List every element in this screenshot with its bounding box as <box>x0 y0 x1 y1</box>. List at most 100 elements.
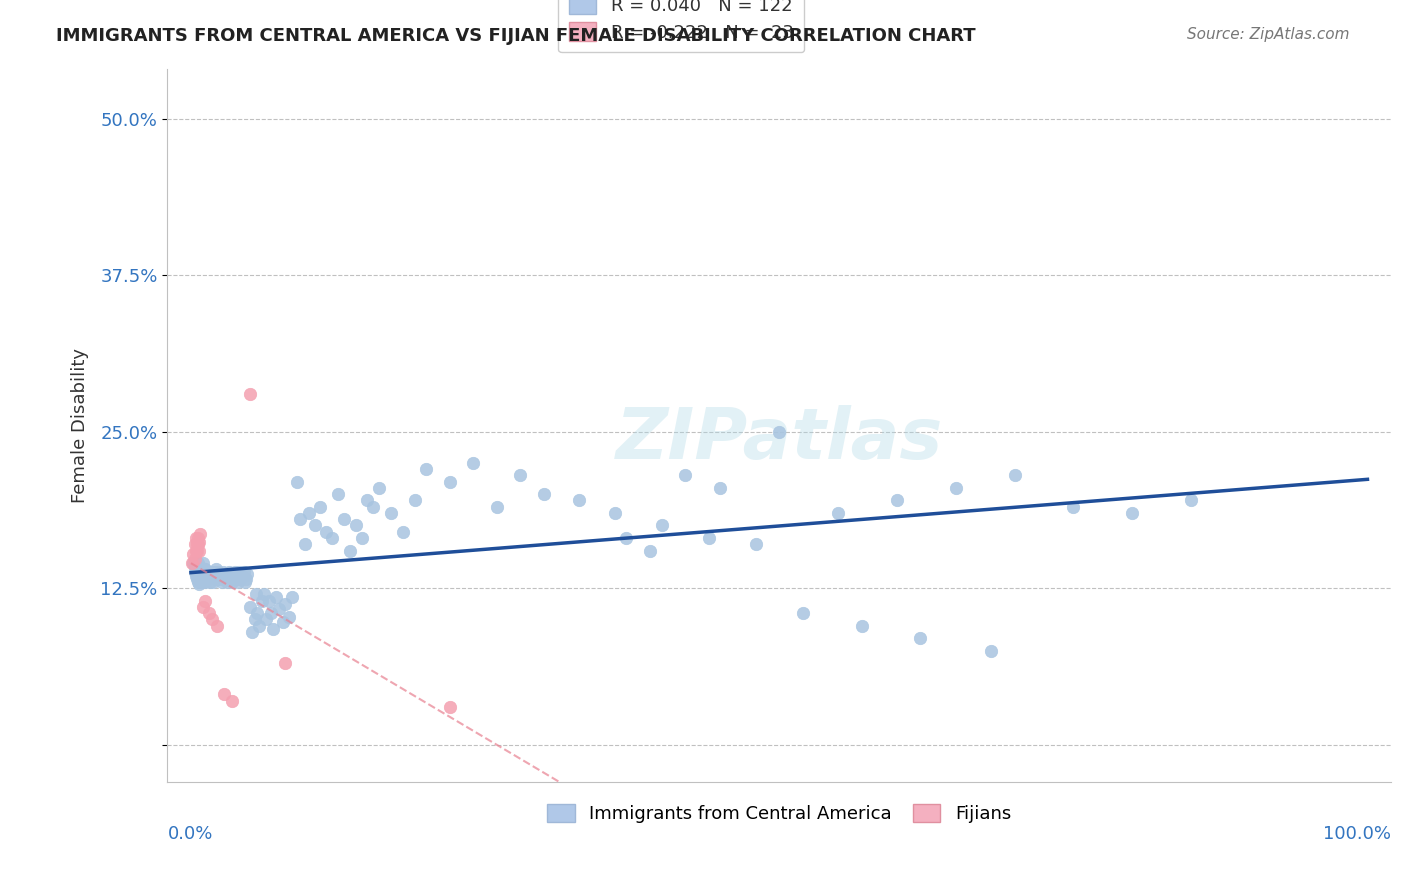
Point <box>333 512 356 526</box>
Point <box>184 531 207 545</box>
Point <box>187 531 209 545</box>
Point <box>205 618 228 632</box>
Point <box>194 574 217 589</box>
Point <box>827 506 849 520</box>
Point <box>197 568 219 582</box>
Point <box>198 574 221 589</box>
Point <box>197 565 219 579</box>
Point <box>190 527 212 541</box>
Text: IMMIGRANTS FROM CENTRAL AMERICA VS FIJIAN FEMALE DISABILITY CORRELATION CHART: IMMIGRANTS FROM CENTRAL AMERICA VS FIJIA… <box>56 27 976 45</box>
Point <box>186 572 208 586</box>
Point <box>250 593 273 607</box>
Point <box>1180 493 1202 508</box>
Point <box>271 615 294 629</box>
Point <box>274 656 297 670</box>
Point <box>191 572 214 586</box>
Point <box>239 387 262 401</box>
Legend: Immigrants from Central America, Fijians: Immigrants from Central America, Fijians <box>540 797 1018 830</box>
Point <box>215 567 238 582</box>
Point <box>294 537 316 551</box>
Point <box>274 598 297 612</box>
Point <box>205 572 228 586</box>
Point <box>204 565 226 579</box>
Text: 0.0%: 0.0% <box>167 825 212 843</box>
Point <box>509 468 531 483</box>
Point <box>792 606 814 620</box>
Point <box>221 574 243 589</box>
Point <box>204 562 226 576</box>
Point <box>243 612 266 626</box>
Point <box>350 531 373 545</box>
Point <box>233 574 256 589</box>
Point <box>217 574 239 589</box>
Point <box>253 587 276 601</box>
Point <box>257 593 280 607</box>
Point <box>229 572 252 586</box>
Point <box>200 565 222 579</box>
Point <box>221 694 243 708</box>
Point <box>281 590 304 604</box>
Point <box>193 567 215 582</box>
Point <box>184 568 207 582</box>
Point <box>1121 506 1143 520</box>
Point <box>886 493 908 508</box>
Point <box>463 456 485 470</box>
Point <box>208 572 231 586</box>
Point <box>187 537 209 551</box>
Point <box>247 618 270 632</box>
Point <box>183 556 205 570</box>
Point <box>260 606 283 620</box>
Point <box>277 610 299 624</box>
Point <box>269 602 291 616</box>
Point <box>240 624 263 639</box>
Point <box>191 599 214 614</box>
Point <box>188 543 211 558</box>
Text: Source: ZipAtlas.com: Source: ZipAtlas.com <box>1187 27 1350 42</box>
Point <box>201 568 224 582</box>
Point <box>235 572 257 586</box>
Point <box>183 559 205 574</box>
Point <box>326 487 349 501</box>
Point <box>219 568 242 582</box>
Point <box>186 562 208 576</box>
Point <box>1004 468 1026 483</box>
Point <box>1062 500 1084 514</box>
Point <box>290 512 312 526</box>
Point <box>945 481 967 495</box>
Point <box>380 506 402 520</box>
Point <box>211 574 233 589</box>
Point <box>218 572 240 586</box>
Point <box>218 565 240 579</box>
Point <box>368 481 391 495</box>
Point <box>190 565 212 579</box>
Point <box>264 590 287 604</box>
Point <box>304 518 326 533</box>
Point <box>439 475 461 489</box>
Point <box>439 700 461 714</box>
Point <box>651 518 673 533</box>
Point <box>183 537 205 551</box>
Point <box>205 567 228 582</box>
Point <box>225 568 247 582</box>
Point <box>321 531 343 545</box>
Point <box>190 559 212 574</box>
Point <box>485 500 508 514</box>
Point <box>194 593 217 607</box>
Point <box>202 574 225 589</box>
Point <box>226 574 249 589</box>
Point <box>190 568 212 582</box>
Point <box>228 565 250 579</box>
Point <box>245 587 267 601</box>
Point <box>181 556 204 570</box>
Text: ZIPatlas: ZIPatlas <box>616 405 943 474</box>
Point <box>533 487 555 501</box>
Point <box>195 565 218 579</box>
Point <box>183 547 205 561</box>
Point <box>188 562 211 576</box>
Point <box>673 468 696 483</box>
Point <box>404 493 426 508</box>
Point <box>415 462 437 476</box>
Point <box>744 537 766 551</box>
Point <box>315 524 337 539</box>
Point <box>212 568 235 582</box>
